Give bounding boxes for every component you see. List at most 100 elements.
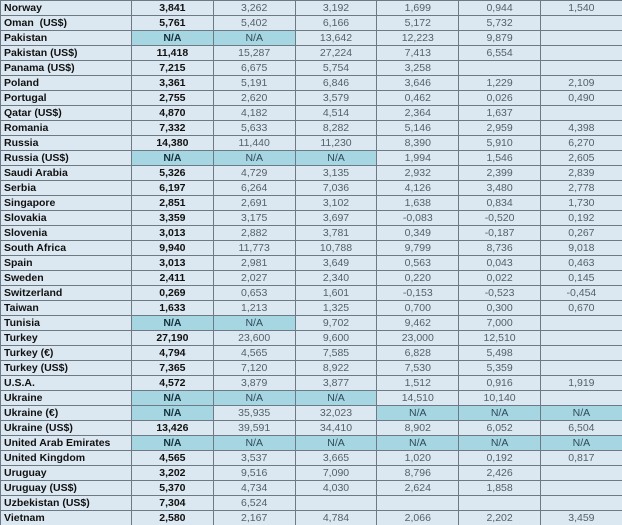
na-cell: N/A <box>131 435 214 451</box>
value-cell: 4,794 <box>131 345 214 361</box>
value-cell: 0,145 <box>539 270 622 286</box>
country-cell: Slovenia <box>0 225 132 241</box>
table-row: Saudi Arabia 5,326 4,729 3,135 2,932 2,399 2,8… <box>0 165 622 181</box>
value-cell: -0,153 <box>376 285 460 301</box>
value-cell: 8,282 <box>294 120 378 136</box>
table-row: Uruguay (US$) 5,370 4,734 4,030 2,624 1,858 <box>0 480 622 496</box>
value-cell <box>539 390 622 406</box>
value-cell: 3,879 <box>212 375 296 391</box>
value-cell: 3,579 <box>294 90 378 106</box>
value-cell: -0,187 <box>458 225 541 241</box>
value-cell: 0,653 <box>212 285 296 301</box>
value-cell: 1,540 <box>539 0 622 16</box>
na-cell: N/A <box>212 150 296 166</box>
value-cell: 10,140 <box>458 390 541 406</box>
value-cell <box>539 105 622 121</box>
na-cell: N/A <box>458 405 541 421</box>
value-cell: 5,402 <box>212 15 296 31</box>
value-cell: 4,398 <box>539 120 622 136</box>
value-cell: 32,023 <box>294 405 378 421</box>
value-cell <box>539 315 622 331</box>
na-cell: N/A <box>294 390 378 406</box>
na-cell: N/A <box>212 315 296 331</box>
value-cell: 5,172 <box>376 15 460 31</box>
value-cell: 2,202 <box>458 510 541 525</box>
value-cell: 11,230 <box>294 135 378 151</box>
value-cell: 0,916 <box>458 375 541 391</box>
value-cell: 9,462 <box>376 315 460 331</box>
value-cell: 34,410 <box>294 420 378 436</box>
country-cell: Panama (US$) <box>0 60 132 76</box>
value-cell: 2,364 <box>376 105 460 121</box>
value-cell: 5,754 <box>294 60 378 76</box>
country-cell: Ukraine (€) <box>0 405 132 421</box>
value-cell: 2,066 <box>376 510 460 525</box>
value-cell: 4,729 <box>212 165 296 181</box>
country-cell: Spain <box>0 255 132 271</box>
na-cell: N/A <box>539 405 622 421</box>
value-cell: 15,287 <box>212 45 296 61</box>
table-row: U.S.A. 4,572 3,879 3,877 1,512 0,916 1,919 <box>0 375 622 391</box>
country-cell: Poland <box>0 75 132 91</box>
value-cell: 5,191 <box>212 75 296 91</box>
value-cell: 4,565 <box>131 450 214 466</box>
table-row: Slovakia 3,359 3,175 3,697 -0,083 -0,520 0,192 <box>0 210 622 226</box>
value-cell: 2,340 <box>294 270 378 286</box>
value-cell: 39,591 <box>212 420 296 436</box>
value-cell: 0,700 <box>376 300 460 316</box>
value-cell: 6,166 <box>294 15 378 31</box>
value-cell: 5,910 <box>458 135 541 151</box>
table-row: Slovenia 3,013 2,882 3,781 0,349 -0,187 0,267 <box>0 225 622 241</box>
table-row: South Africa 9,940 11,773 10,788 9,799 8,736 9… <box>0 240 622 256</box>
value-cell <box>539 60 622 76</box>
country-cell: Oman (US$) <box>0 15 132 31</box>
value-cell: 8,922 <box>294 360 378 376</box>
table-row: Pakistan (US$) 11,418 15,287 27,224 7,413 6,5… <box>0 45 622 61</box>
na-cell: N/A <box>294 435 378 451</box>
value-cell: 3,480 <box>458 180 541 196</box>
value-cell: 14,510 <box>376 390 460 406</box>
value-cell: 11,440 <box>212 135 296 151</box>
value-cell: 9,940 <box>131 240 214 256</box>
value-cell: 23,000 <box>376 330 460 346</box>
na-cell: N/A <box>131 390 214 406</box>
value-cell: 8,902 <box>376 420 460 436</box>
value-cell: 0,026 <box>458 90 541 106</box>
country-cell: Uzbekistan (US$) <box>0 495 132 511</box>
value-cell: 6,675 <box>212 60 296 76</box>
value-cell: 7,000 <box>458 315 541 331</box>
value-cell: 3,013 <box>131 225 214 241</box>
table-row: Turkey (US$) 7,365 7,120 8,922 7,530 5,359 <box>0 360 622 376</box>
table-row: Tunisia N/A N/A 9,702 9,462 7,000 <box>0 315 622 331</box>
table-row: Turkey (€) 4,794 4,565 7,585 6,828 5,498 <box>0 345 622 361</box>
value-cell: 11,418 <box>131 45 214 61</box>
value-cell: 6,828 <box>376 345 460 361</box>
na-cell: N/A <box>131 315 214 331</box>
value-cell: 6,264 <box>212 180 296 196</box>
value-cell: 5,633 <box>212 120 296 136</box>
value-cell: 0,192 <box>458 450 541 466</box>
value-cell: 9,600 <box>294 330 378 346</box>
country-cell: U.S.A. <box>0 375 132 391</box>
value-cell: 0,267 <box>539 225 622 241</box>
value-cell: 3,202 <box>131 465 214 481</box>
country-cell: Taiwan <box>0 300 132 316</box>
table-row: Poland 3,361 5,191 6,846 3,646 1,229 2,109 <box>0 75 622 91</box>
value-cell: -0,523 <box>458 285 541 301</box>
na-cell: N/A <box>212 30 296 46</box>
value-cell: 2,399 <box>458 165 541 181</box>
value-cell: 4,565 <box>212 345 296 361</box>
country-cell: Sweden <box>0 270 132 286</box>
value-cell: 0,834 <box>458 195 541 211</box>
na-cell: N/A <box>294 150 378 166</box>
value-cell <box>539 465 622 481</box>
country-cell: Uruguay (US$) <box>0 480 132 496</box>
value-cell: 14,380 <box>131 135 214 151</box>
table-row: Uzbekistan (US$) 7,304 6,524 <box>0 495 622 511</box>
value-cell: 3,192 <box>294 0 378 16</box>
value-cell: 7,090 <box>294 465 378 481</box>
value-cell: -0,454 <box>539 285 622 301</box>
value-cell: 3,841 <box>131 0 214 16</box>
value-cell <box>539 30 622 46</box>
